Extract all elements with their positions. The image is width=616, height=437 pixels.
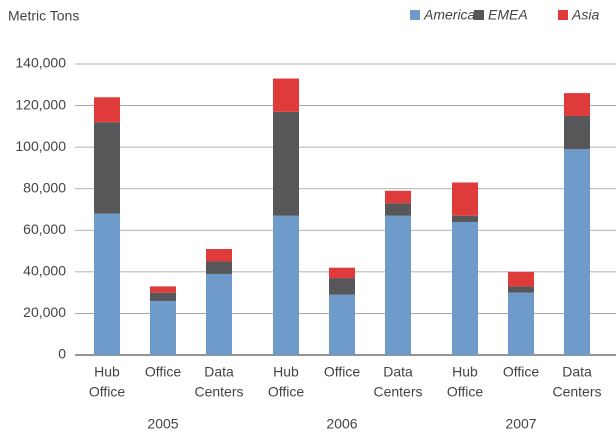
- bar-segment: [385, 215, 411, 355]
- bar-segment: [452, 221, 478, 355]
- group-label: 2006: [326, 416, 357, 432]
- bar-segment: [206, 261, 232, 274]
- legend-swatch: [474, 10, 484, 20]
- bar-segment: [564, 149, 590, 355]
- x-tick-label: Office: [324, 364, 361, 380]
- x-tick-label: Centers: [552, 384, 601, 400]
- x-tick-label: Data: [383, 364, 413, 380]
- bar-segment: [206, 248, 232, 262]
- x-tick-label: Data: [562, 364, 592, 380]
- bar-segment: [508, 286, 534, 293]
- bar-segment: [508, 292, 534, 355]
- bar-segment: [94, 97, 120, 123]
- x-tick-label: Office: [268, 384, 305, 400]
- y-tick-label: 20,000: [23, 304, 66, 320]
- bar-segment: [564, 115, 590, 150]
- bar-segment: [329, 294, 355, 355]
- x-tick-label: Centers: [373, 384, 422, 400]
- y-tick-label: 80,000: [23, 179, 66, 195]
- legend-label: America: [423, 7, 476, 23]
- y-tick-label: 40,000: [23, 263, 66, 279]
- bar-segment: [452, 182, 478, 216]
- y-tick-label: 0: [58, 346, 66, 362]
- bar-segment: [329, 278, 355, 295]
- bar-segment: [273, 215, 299, 355]
- x-tick-label: Office: [89, 384, 126, 400]
- bar-segment: [564, 93, 590, 116]
- bar-segment: [452, 215, 478, 222]
- legend-label: EMEA: [488, 7, 528, 23]
- bar-segment: [385, 203, 411, 216]
- bar-segment: [94, 213, 120, 355]
- bar-segment: [94, 122, 120, 214]
- bar-segment: [508, 271, 534, 287]
- y-tick-label: 140,000: [15, 55, 66, 71]
- x-tick-label: Hub: [452, 364, 478, 380]
- group-label: 2007: [505, 416, 536, 432]
- bar-segment: [206, 273, 232, 355]
- legend-label: Asia: [571, 7, 599, 23]
- bar-segment: [150, 292, 176, 301]
- bar-segment: [273, 111, 299, 216]
- legend-swatch: [558, 10, 568, 20]
- legend-swatch: [410, 10, 420, 20]
- y-tick-label: 60,000: [23, 221, 66, 237]
- x-tick-label: Data: [204, 364, 234, 380]
- bar-segment: [150, 300, 176, 355]
- x-tick-label: Office: [145, 364, 182, 380]
- x-tick-label: Hub: [273, 364, 299, 380]
- x-tick-label: Office: [447, 384, 484, 400]
- x-tick-label: Centers: [194, 384, 243, 400]
- bar-segment: [329, 267, 355, 279]
- y-axis-label: Metric Tons: [8, 8, 79, 24]
- bar-segment: [385, 190, 411, 204]
- x-tick-label: Hub: [94, 364, 120, 380]
- x-tick-label: Office: [503, 364, 540, 380]
- bar-segment: [150, 286, 176, 293]
- y-tick-label: 100,000: [15, 138, 66, 154]
- y-tick-label: 120,000: [15, 96, 66, 112]
- bar-segment: [273, 78, 299, 112]
- legend: America EMEA Asia: [410, 7, 599, 23]
- group-label: 2005: [147, 416, 178, 432]
